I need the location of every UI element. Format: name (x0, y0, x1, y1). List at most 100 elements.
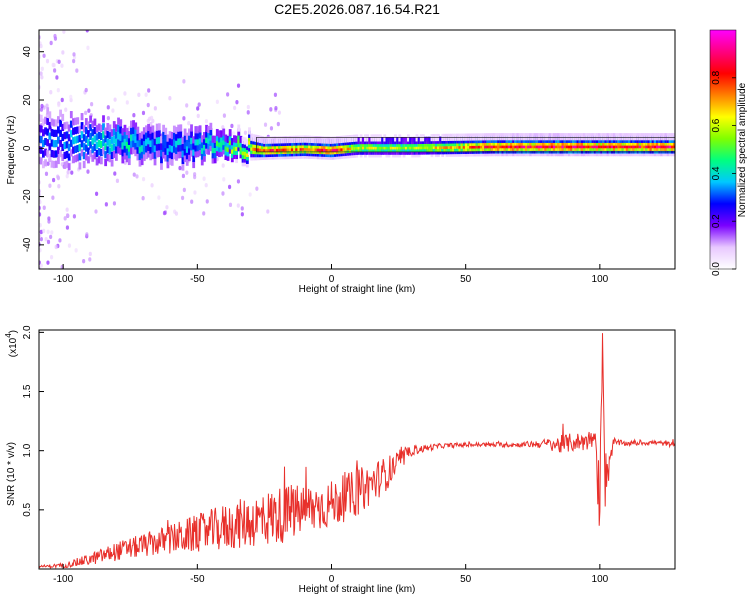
spectrogram-cell (136, 139, 140, 148)
spectrogram-cell (140, 151, 144, 159)
spectrogram-cell (50, 139, 54, 147)
colorbar-ticks: 0.0 0.2 0.4 0.6 0.8 (711, 70, 736, 276)
spectrogram-noise-cell (144, 92, 148, 97)
spectrogram-noise-cell (94, 209, 98, 214)
spectrogram-cell (48, 121, 52, 130)
spectrogram-cell (172, 145, 176, 153)
spectrogram-noise-cell (204, 183, 208, 188)
spectrogram-cell (179, 150, 183, 159)
spectrogram-cell (97, 156, 101, 164)
spectrogram-noise-cell (66, 170, 70, 175)
spectrogram-cell (164, 134, 168, 142)
spectrogram-cell (87, 138, 90, 146)
spectrogram-noise-cell (50, 230, 54, 235)
spectrogram-cell (138, 152, 142, 160)
spectrogram-cell (413, 136, 417, 145)
spectrogram-noise-cell (48, 183, 52, 188)
spectrogram-cell (50, 128, 54, 137)
spectrogram-cell (87, 121, 90, 129)
spectrogram-cell (235, 143, 239, 151)
spectrogram-cell (578, 133, 582, 141)
spectrogram-cell (114, 146, 118, 154)
spectrogram-noise-cell (58, 238, 62, 243)
spectrogram-cell (329, 136, 333, 144)
spectrogram-cell (220, 144, 223, 152)
spectrogram-noise-cell (86, 169, 90, 174)
spectrogram-cell (181, 156, 185, 164)
spectrogram-cell (170, 132, 174, 140)
spectrogram-noise-cell (193, 174, 197, 180)
spectrogram-cell (93, 135, 97, 143)
spectrogram-cell (525, 133, 528, 141)
spectrogram-cell (151, 138, 155, 146)
spectrogram-noise-cell (52, 177, 56, 183)
spectrogram-cell (198, 137, 202, 145)
spectrogram-noise-cell (39, 236, 43, 242)
spectrogram-cell (65, 131, 69, 139)
spectrogram-cell (50, 149, 54, 158)
spectrogram-x-tick-label: -100 (53, 274, 73, 285)
spectrogram-noise-cell (168, 96, 172, 101)
spectrogram-cell (119, 147, 123, 155)
spectrogram-cell (192, 136, 196, 144)
spectrogram-noise-cell (46, 260, 50, 265)
spectrogram-cell (104, 135, 108, 143)
spectrogram-cell (226, 149, 230, 157)
spectrogram-cell (177, 124, 181, 132)
spectrogram-cell (54, 119, 58, 127)
snr-multiplier-base: (x10 (8, 337, 19, 357)
spectrogram-cell (301, 135, 305, 143)
spectrogram-cell (406, 134, 410, 142)
spectrogram-cell (67, 134, 71, 142)
spectrogram-band-outline (256, 137, 675, 153)
spectrogram-cell (194, 138, 198, 146)
spectrogram-cell (211, 145, 215, 154)
spectrogram-cell (149, 153, 153, 161)
spectrogram-noise-cell (146, 102, 150, 108)
spectrogram-cell (89, 149, 93, 158)
spectrogram-cell (194, 132, 198, 140)
spectrogram-cell (295, 135, 299, 143)
spectrogram-cell (132, 140, 135, 148)
spectrogram-cell (112, 128, 116, 136)
spectrogram-cell (623, 133, 627, 141)
spectrogram-cell (153, 138, 157, 146)
spectrogram-noise-cell (39, 263, 43, 268)
spectrogram-cell (610, 133, 614, 141)
spectrogram-cell (59, 129, 62, 138)
spectrogram-cell (187, 147, 191, 155)
spectrogram-noise-cell (65, 173, 69, 179)
spectrogram-cell (396, 136, 400, 145)
spectrogram-cell (142, 147, 146, 155)
spectrogram-cell (505, 133, 509, 141)
spectrogram-cell (140, 144, 144, 152)
spectrogram-cell (132, 120, 135, 128)
spectrogram-cell (357, 136, 361, 145)
spectrogram-cell (78, 144, 82, 152)
spectrogram-noise-cell (60, 63, 64, 68)
spectrogram-cell (606, 133, 610, 141)
spectrogram-cell (123, 152, 127, 160)
spectrogram-cell (567, 133, 571, 141)
spectrogram-cell (477, 133, 481, 141)
spectrogram-cell (39, 157, 43, 165)
snr-background (39, 330, 675, 569)
spectrogram-noise-cell (69, 94, 73, 100)
spectrogram-cell (348, 135, 352, 143)
snr-panel: -100 -50 0 50 100 0.5 1.0 1.5 2.0 Height of str… (4, 325, 676, 595)
spectrogram-cell (142, 127, 146, 135)
spectrogram-cell (260, 136, 264, 144)
spectrogram-cell (69, 111, 73, 119)
spectrogram-cell (140, 157, 144, 166)
spectrogram-cell (314, 136, 318, 144)
spectrogram-cell (149, 139, 153, 148)
spectrogram-cell (548, 133, 552, 141)
spectrogram-noise-cell (49, 40, 53, 46)
spectrogram-noise-cell (174, 211, 179, 216)
spectrogram-cell (200, 152, 204, 160)
spectrogram-cell (134, 135, 138, 143)
spectrogram-cell (325, 136, 329, 144)
spectrogram-cell (190, 149, 193, 157)
spectrogram-cell (207, 142, 211, 150)
spectrogram-cell (488, 133, 492, 141)
